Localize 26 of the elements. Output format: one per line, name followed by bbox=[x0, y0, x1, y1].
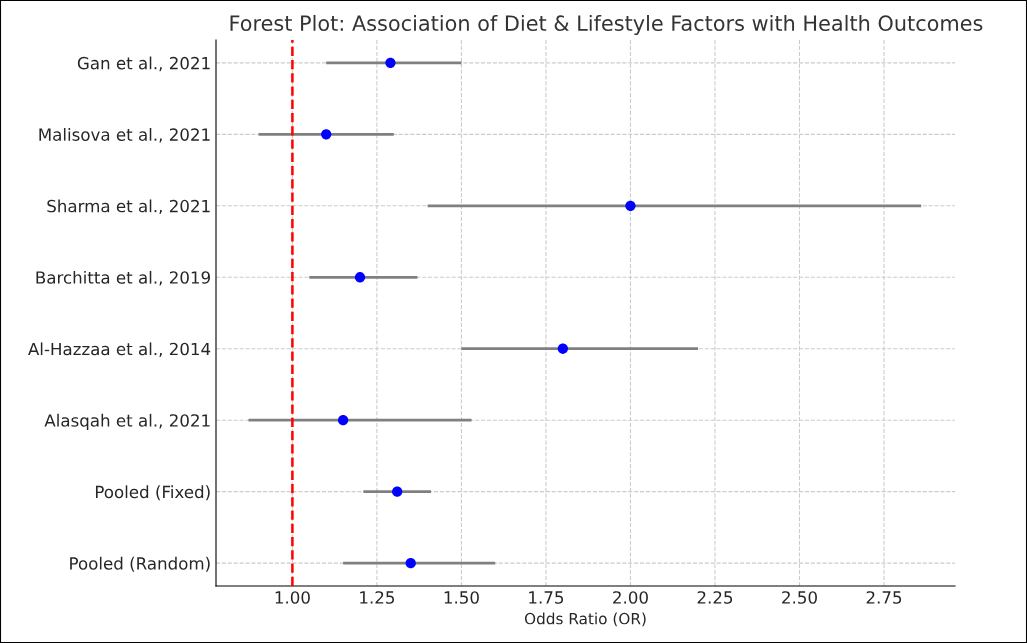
y-tick-label: Pooled (Random) bbox=[70, 556, 210, 572]
x-tick-label: 1.50 bbox=[444, 591, 479, 604]
x-axis-title: Odds Ratio (OR) bbox=[524, 612, 646, 627]
x-tick-label: 2.50 bbox=[782, 591, 817, 604]
point bbox=[557, 343, 568, 354]
x-tick-label: 1.75 bbox=[529, 591, 564, 604]
y-tick-label: Pooled (Fixed) bbox=[95, 485, 210, 501]
x-tick-label: 2.00 bbox=[613, 591, 648, 604]
x-tick-label: 2.75 bbox=[866, 591, 902, 604]
point bbox=[392, 486, 403, 497]
chart-title: Forest Plot: Association of Diet & Lifestyle Factors with Health Outcomes bbox=[230, 14, 983, 36]
y-tick-label: Barchitta et al., 2019 bbox=[36, 270, 210, 286]
y-tick-label: Gan et al., 2021 bbox=[77, 56, 210, 72]
point bbox=[625, 200, 636, 211]
point bbox=[385, 57, 396, 69]
point bbox=[337, 415, 349, 426]
point bbox=[405, 557, 416, 569]
x-tick-label: 1.25 bbox=[360, 591, 395, 604]
x-tick-label: 2.25 bbox=[697, 591, 733, 604]
y-tick-label: Sharma et al., 2021 bbox=[47, 199, 210, 215]
point bbox=[354, 272, 366, 283]
point bbox=[321, 129, 332, 140]
y-tick-label: Alasqah et al., 2021 bbox=[44, 413, 210, 430]
y-tick-label: Al-Hazzaa et al., 2014 bbox=[28, 342, 211, 357]
x-tick-label: 1.00 bbox=[275, 591, 310, 604]
y-tick-label: Malisova et al., 2021 bbox=[39, 128, 210, 143]
